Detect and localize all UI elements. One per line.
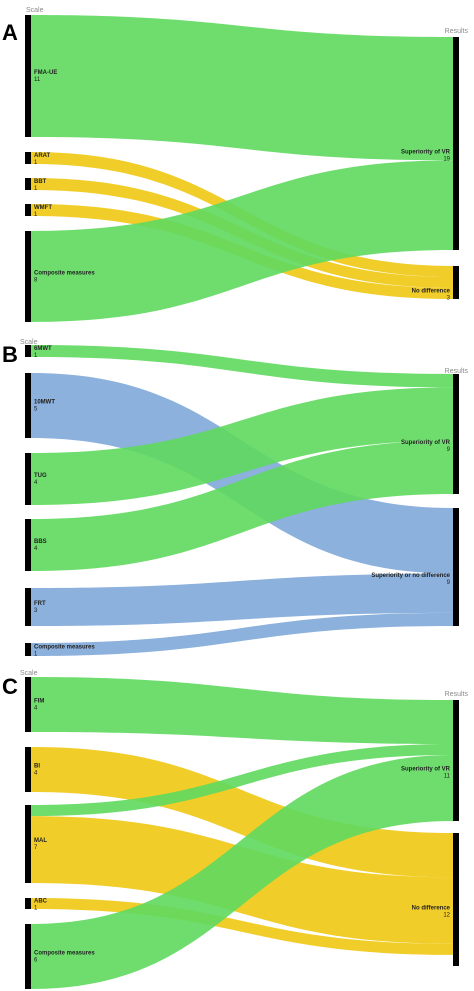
- target-value-superiority-or-no-difference: 9: [447, 580, 451, 586]
- source-label-bbs: BBS: [34, 539, 47, 545]
- source-value-bi: 4: [34, 771, 38, 777]
- source-value-frt: 3: [34, 608, 38, 614]
- source-value-mal: 7: [34, 845, 38, 851]
- scale-header: Scale: [20, 339, 38, 346]
- source-value-6mwt: 1: [34, 353, 38, 359]
- source-value-wmft: 1: [34, 212, 38, 218]
- source-node-fma-ue: [25, 15, 31, 137]
- source-node-abc: [25, 898, 31, 909]
- link-6mwt-to-superiority-of-vr: [31, 345, 453, 388]
- source-value-arat: 1: [34, 160, 38, 166]
- link-bbs-to-superiority-of-vr: [31, 440, 453, 571]
- target-node-superiority-of-vr: [453, 374, 459, 494]
- source-node-frt: [25, 588, 31, 626]
- source-label-bbt: BBT: [34, 179, 47, 185]
- source-node-composite-measures: [25, 231, 31, 322]
- source-label-composite-measures: Composite measures: [34, 645, 95, 651]
- source-value-10mwt: 5: [34, 407, 38, 413]
- link-composite-measures-to-superiority-of-vr: [31, 755, 453, 989]
- target-label-no-difference: No difference: [412, 906, 451, 912]
- source-node-bi: [25, 747, 31, 792]
- target-value-no-difference: 12: [443, 913, 450, 919]
- panel-letter: B: [2, 342, 18, 367]
- target-label-superiority-of-vr: Superiority of VR: [401, 150, 451, 156]
- panel-letter: A: [2, 20, 18, 45]
- target-label-no-difference: No difference: [412, 289, 451, 295]
- source-label-composite-measures: Composite measures: [34, 951, 95, 957]
- target-value-no-difference: 3: [447, 296, 451, 302]
- source-node-bbs: [25, 519, 31, 571]
- source-label-6mwt: 6MWT: [34, 346, 52, 352]
- scale-header: Scale: [20, 670, 38, 677]
- source-node-mal: [25, 805, 31, 883]
- source-node-arat: [25, 152, 31, 164]
- source-node-6mwt: [25, 345, 31, 357]
- links: [31, 15, 453, 322]
- source-value-fim: 4: [34, 706, 38, 712]
- source-label-frt: FRT: [34, 601, 46, 607]
- source-label-arat: ARAT: [34, 153, 51, 159]
- target-value-superiority-of-vr: 9: [447, 447, 451, 453]
- link-composite-measures-to-superiority-or-no-difference: [31, 612, 453, 656]
- links: [31, 677, 453, 989]
- results-header: Results: [445, 368, 469, 375]
- results-header: Results: [445, 691, 469, 698]
- source-node-bbt: [25, 178, 31, 190]
- source-label-composite-measures: Composite measures: [34, 271, 95, 277]
- target-node-superiority-or-no-difference: [453, 508, 459, 626]
- link-10mwt-to-superiority-or-no-difference: [31, 373, 453, 574]
- target-label-superiority-or-no-difference: Superiority or no difference: [371, 573, 450, 579]
- source-value-abc: 1: [34, 906, 38, 912]
- link-fma-ue-to-superiority-of-vr: [31, 15, 453, 161]
- link-mal-to-superiority-of-vr: [31, 744, 453, 817]
- source-node-tug: [25, 453, 31, 505]
- source-node-10mwt: [25, 373, 31, 438]
- target-node-superiority-of-vr: [453, 37, 459, 250]
- target-label-superiority-of-vr: Superiority of VR: [401, 440, 451, 446]
- target-label-superiority-of-vr: Superiority of VR: [401, 767, 451, 773]
- source-value-bbs: 4: [34, 546, 38, 552]
- source-label-abc: ABC: [34, 899, 48, 905]
- source-label-10mwt: 10MWT: [34, 400, 55, 406]
- source-label-bi: BI: [34, 764, 40, 770]
- link-frt-to-superiority-or-no-difference: [31, 573, 453, 626]
- source-label-fim: FIM: [34, 699, 44, 705]
- source-node-wmft: [25, 204, 31, 216]
- link-tug-to-superiority-of-vr: [31, 387, 453, 505]
- source-value-composite-measures: 8: [34, 278, 38, 284]
- source-value-composite-measures: 6: [34, 958, 38, 964]
- source-node-composite-measures: [25, 924, 31, 989]
- target-node-no-difference: [453, 833, 459, 966]
- target-value-superiority-of-vr: 19: [443, 157, 450, 163]
- link-composite-measures-to-superiority-of-vr: [31, 160, 453, 322]
- target-node-no-difference: [453, 266, 459, 299]
- results-header: Results: [445, 28, 469, 35]
- link-fim-to-superiority-of-vr: [31, 677, 453, 744]
- source-value-composite-measures: 1: [34, 652, 38, 658]
- source-label-mal: MAL: [34, 838, 47, 844]
- source-label-fma-ue: FMA-UE: [34, 70, 57, 76]
- source-value-tug: 4: [34, 480, 38, 486]
- source-value-fma-ue: 11: [34, 77, 41, 83]
- source-label-tug: TUG: [34, 473, 47, 479]
- panel-letter: C: [2, 674, 18, 699]
- source-node-composite-measures: [25, 643, 31, 656]
- target-value-superiority-of-vr: 11: [444, 774, 451, 780]
- target-node-superiority-of-vr: [453, 700, 459, 821]
- source-value-bbt: 1: [34, 186, 38, 192]
- source-label-wmft: WMFT: [34, 205, 52, 211]
- link-bi-to-no-difference: [31, 747, 453, 878]
- source-node-fim: [25, 677, 31, 732]
- scale-header: Scale: [26, 7, 44, 14]
- links: [31, 345, 453, 656]
